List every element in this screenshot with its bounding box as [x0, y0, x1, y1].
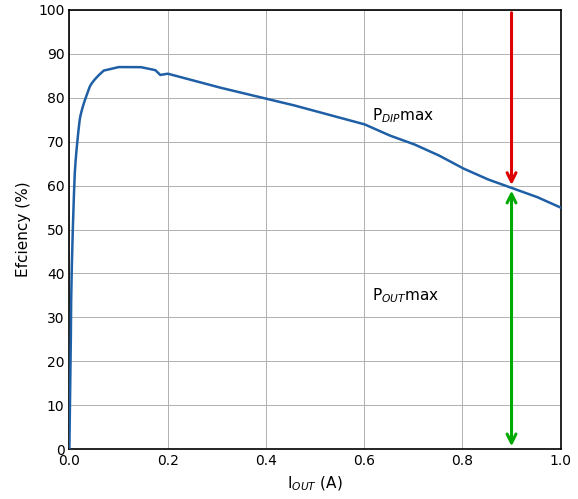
X-axis label: I$_{OUT}$ (A): I$_{OUT}$ (A) — [287, 475, 343, 494]
Text: P$_{DIP}$max: P$_{DIP}$max — [372, 106, 434, 125]
Text: P$_{OUT}$max: P$_{OUT}$max — [372, 286, 439, 305]
Y-axis label: Efciency (%): Efciency (%) — [16, 182, 31, 277]
